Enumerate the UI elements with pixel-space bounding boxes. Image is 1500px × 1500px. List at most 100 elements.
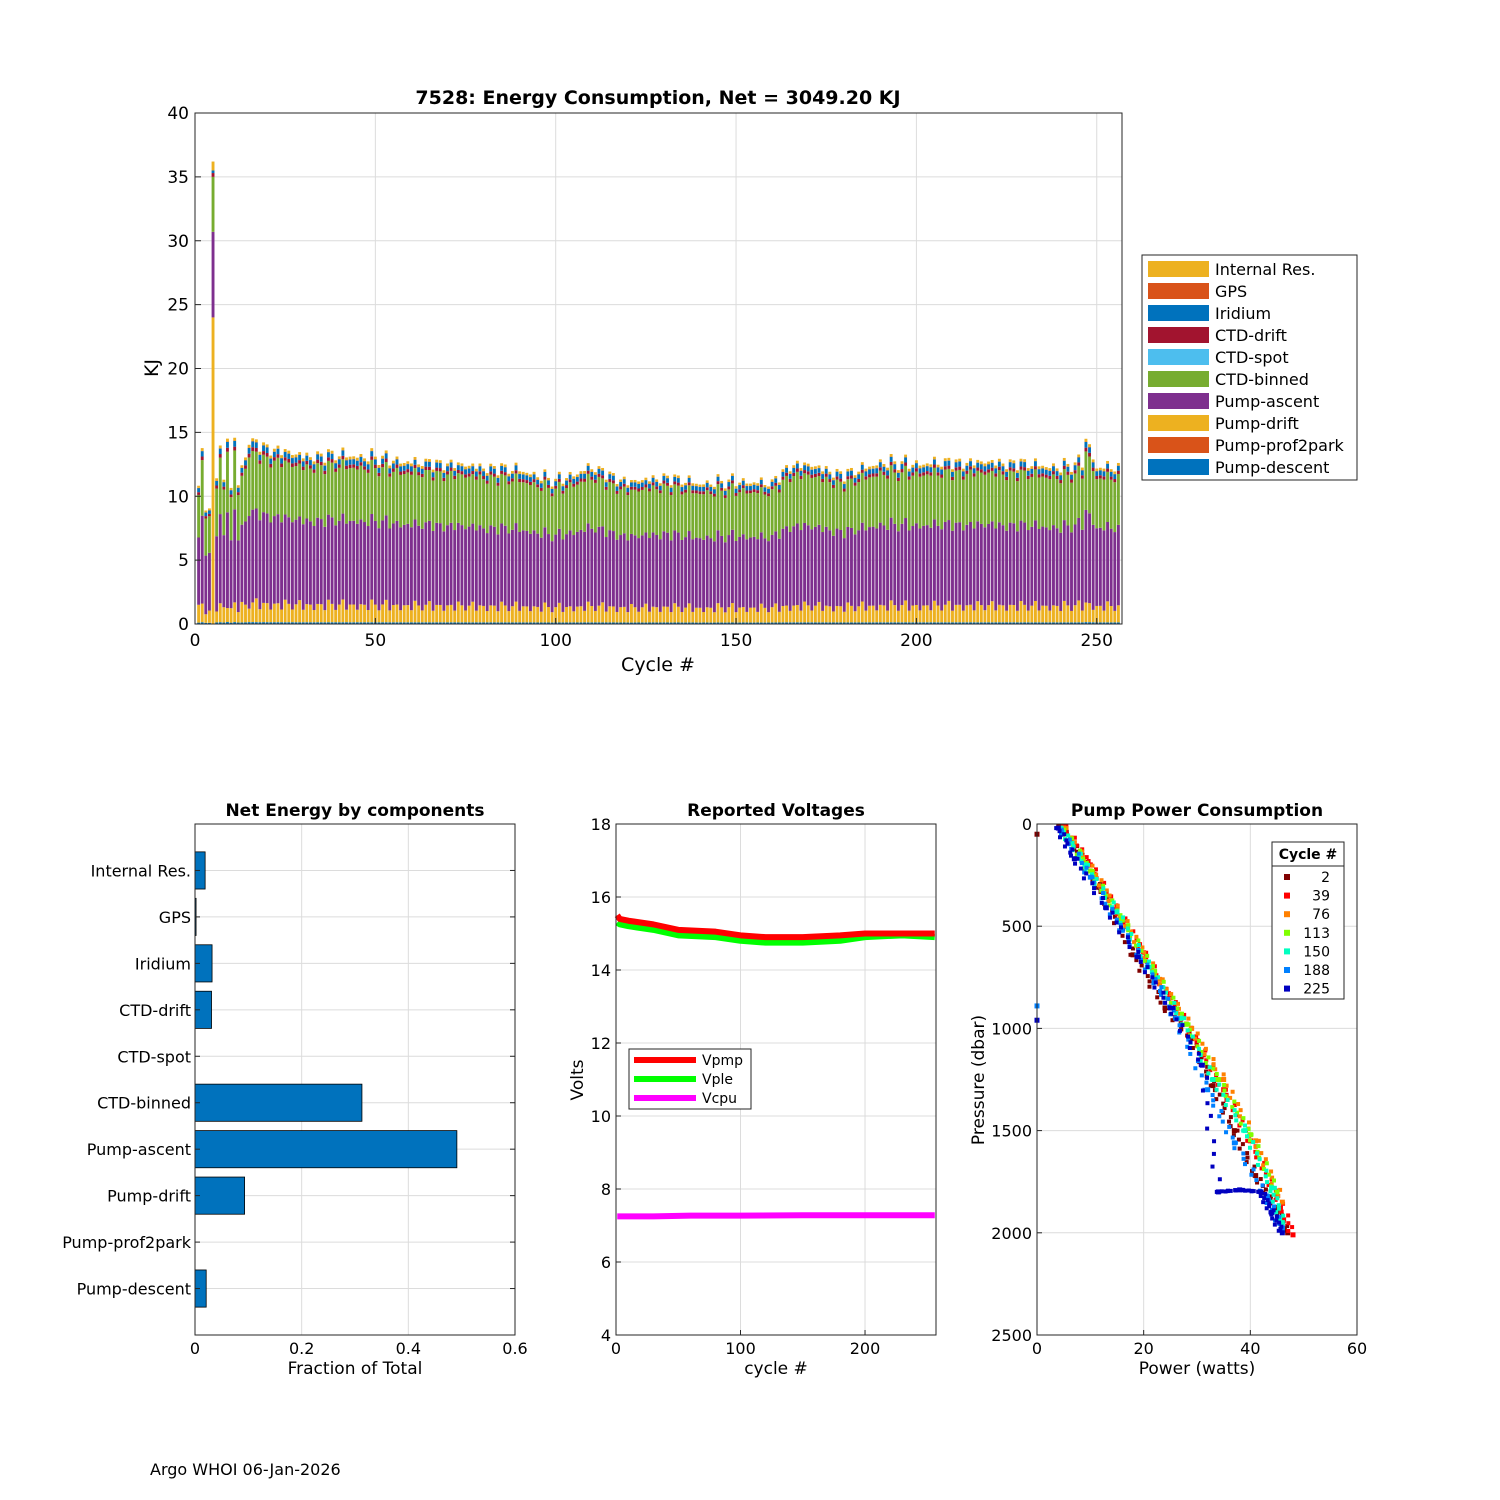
energy-bar-segment [417, 472, 421, 476]
energy-bar-segment [467, 476, 471, 527]
energy-bar-segment [503, 622, 507, 624]
energy-bar-segment [655, 607, 659, 623]
energy-bar-segment [489, 471, 493, 475]
energy-bar-segment [759, 622, 763, 624]
energy-bar-segment [489, 622, 493, 624]
energy-bar-segment [767, 541, 770, 613]
energy-bar-segment [593, 472, 597, 475]
energy-bar-segment [478, 463, 482, 466]
energy-bar-segment [630, 603, 633, 623]
energy-bar-segment [828, 474, 832, 480]
energy-bar-segment [355, 609, 359, 623]
energy-bar-segment [640, 486, 644, 490]
energy-bar-segment [464, 469, 467, 475]
energy-bar-segment [1098, 467, 1102, 471]
energy-bar-segment [305, 622, 309, 624]
energy-bar-segment [795, 463, 799, 469]
pump-point-cycle-76 [1164, 987, 1169, 992]
energy-bar-segment [370, 448, 374, 451]
energy-bar-segment [914, 523, 918, 605]
energy-bar-segment [460, 605, 464, 623]
energy-bar-segment [1091, 622, 1095, 624]
energy-bar-segment [846, 622, 850, 624]
energy-legend-swatch [1148, 437, 1209, 453]
energy-bar-segment [875, 468, 879, 474]
pump-point-cycle-225 [1153, 980, 1158, 985]
energy-bar-segment [337, 456, 341, 459]
energy-bar-segment [698, 486, 702, 492]
pump-point-cycle-76 [1157, 976, 1163, 982]
energy-bar-segment [749, 537, 752, 608]
energy-bar-segment [680, 622, 684, 624]
energy-bar-segment [669, 540, 673, 613]
energy-bar-segment [359, 462, 363, 466]
energy-bar-segment [990, 459, 994, 463]
energy-bar-segment [547, 622, 550, 624]
energy-bar-segment [431, 610, 435, 623]
energy-bar-segment [305, 464, 309, 519]
energy-bar-segment [384, 515, 388, 600]
pump-point-cycle-39 [1290, 1232, 1296, 1238]
energy-bar-segment [575, 484, 579, 532]
energy-bar-segment [979, 464, 983, 470]
energy-bar-segment [312, 469, 316, 473]
energy-bar-segment [370, 622, 374, 624]
pump-point-cycle-225 [1233, 1188, 1238, 1193]
energy-bar-segment [334, 622, 338, 624]
energy-bar-segment [258, 609, 262, 623]
energy-bar-segment [521, 622, 525, 624]
pump-point-cycle-225 [1205, 1075, 1210, 1080]
energy-bar-segment [785, 475, 788, 527]
energy-bar-segment [583, 473, 586, 479]
pump-point-cycle-2 [1155, 995, 1160, 1000]
energy-bar-segment [860, 469, 864, 473]
energy-bar-segment [1015, 481, 1019, 532]
energy-bar-segment [222, 486, 226, 490]
energy-bar-segment [229, 622, 233, 624]
energy-bar-segment [705, 535, 709, 608]
energy-bar-segment [1077, 462, 1081, 466]
energy-bar-segment [1066, 525, 1070, 606]
energy-bar-segment [759, 484, 763, 488]
energy-bar-segment [1106, 468, 1110, 472]
pump-point-cycle-150 [1111, 900, 1116, 905]
energy-bar-segment [835, 605, 839, 623]
pump-point-cycle-188 [1251, 1167, 1256, 1172]
energy-bar-segment [770, 534, 774, 608]
energy-bar-segment [485, 480, 489, 484]
pump-point-cycle-150 [1118, 920, 1123, 925]
energy-bar-segment [810, 466, 814, 470]
energy-bar-segment [597, 473, 601, 477]
energy-bar-segment [741, 485, 745, 489]
pump-point-cycle-76 [1153, 972, 1158, 977]
energy-bar-segment [352, 520, 356, 605]
energy-bar-segment [608, 481, 612, 531]
energy-bar-segment [658, 539, 662, 612]
pump-point-cycle-188 [1084, 865, 1089, 870]
energy-bar-segment [788, 474, 792, 479]
energy-bar-segment [1066, 471, 1070, 475]
energy-bar-segment [290, 455, 294, 458]
energy-bar-segment [366, 469, 370, 473]
pump-point-cycle-2 [1158, 1000, 1163, 1005]
energy-bar-segment [543, 479, 547, 528]
energy-bar-segment [882, 471, 886, 475]
energy-bar-segment [449, 470, 453, 523]
energy-bar-segment [925, 474, 929, 526]
energy-ytick-label: 20 [167, 360, 189, 380]
energy-bar-segment [601, 478, 605, 527]
energy-bar-segment [904, 457, 908, 463]
energy-bar-segment [218, 454, 222, 458]
pump-point-cycle-39 [1166, 991, 1171, 996]
energy-bar-segment [626, 492, 630, 496]
energy-bar-segment [262, 602, 265, 623]
energy-bar-segment [813, 622, 817, 624]
energy-bar-segment [453, 475, 457, 480]
energy-bar-segment [691, 493, 695, 540]
pump-point-cycle-76 [1080, 854, 1085, 859]
energy-bar-segment [687, 477, 691, 483]
energy-bar-segment [330, 450, 334, 454]
energy-bar-segment [420, 610, 424, 623]
energy-bar-segment [442, 477, 446, 482]
energy-bar-segment [1062, 457, 1066, 461]
